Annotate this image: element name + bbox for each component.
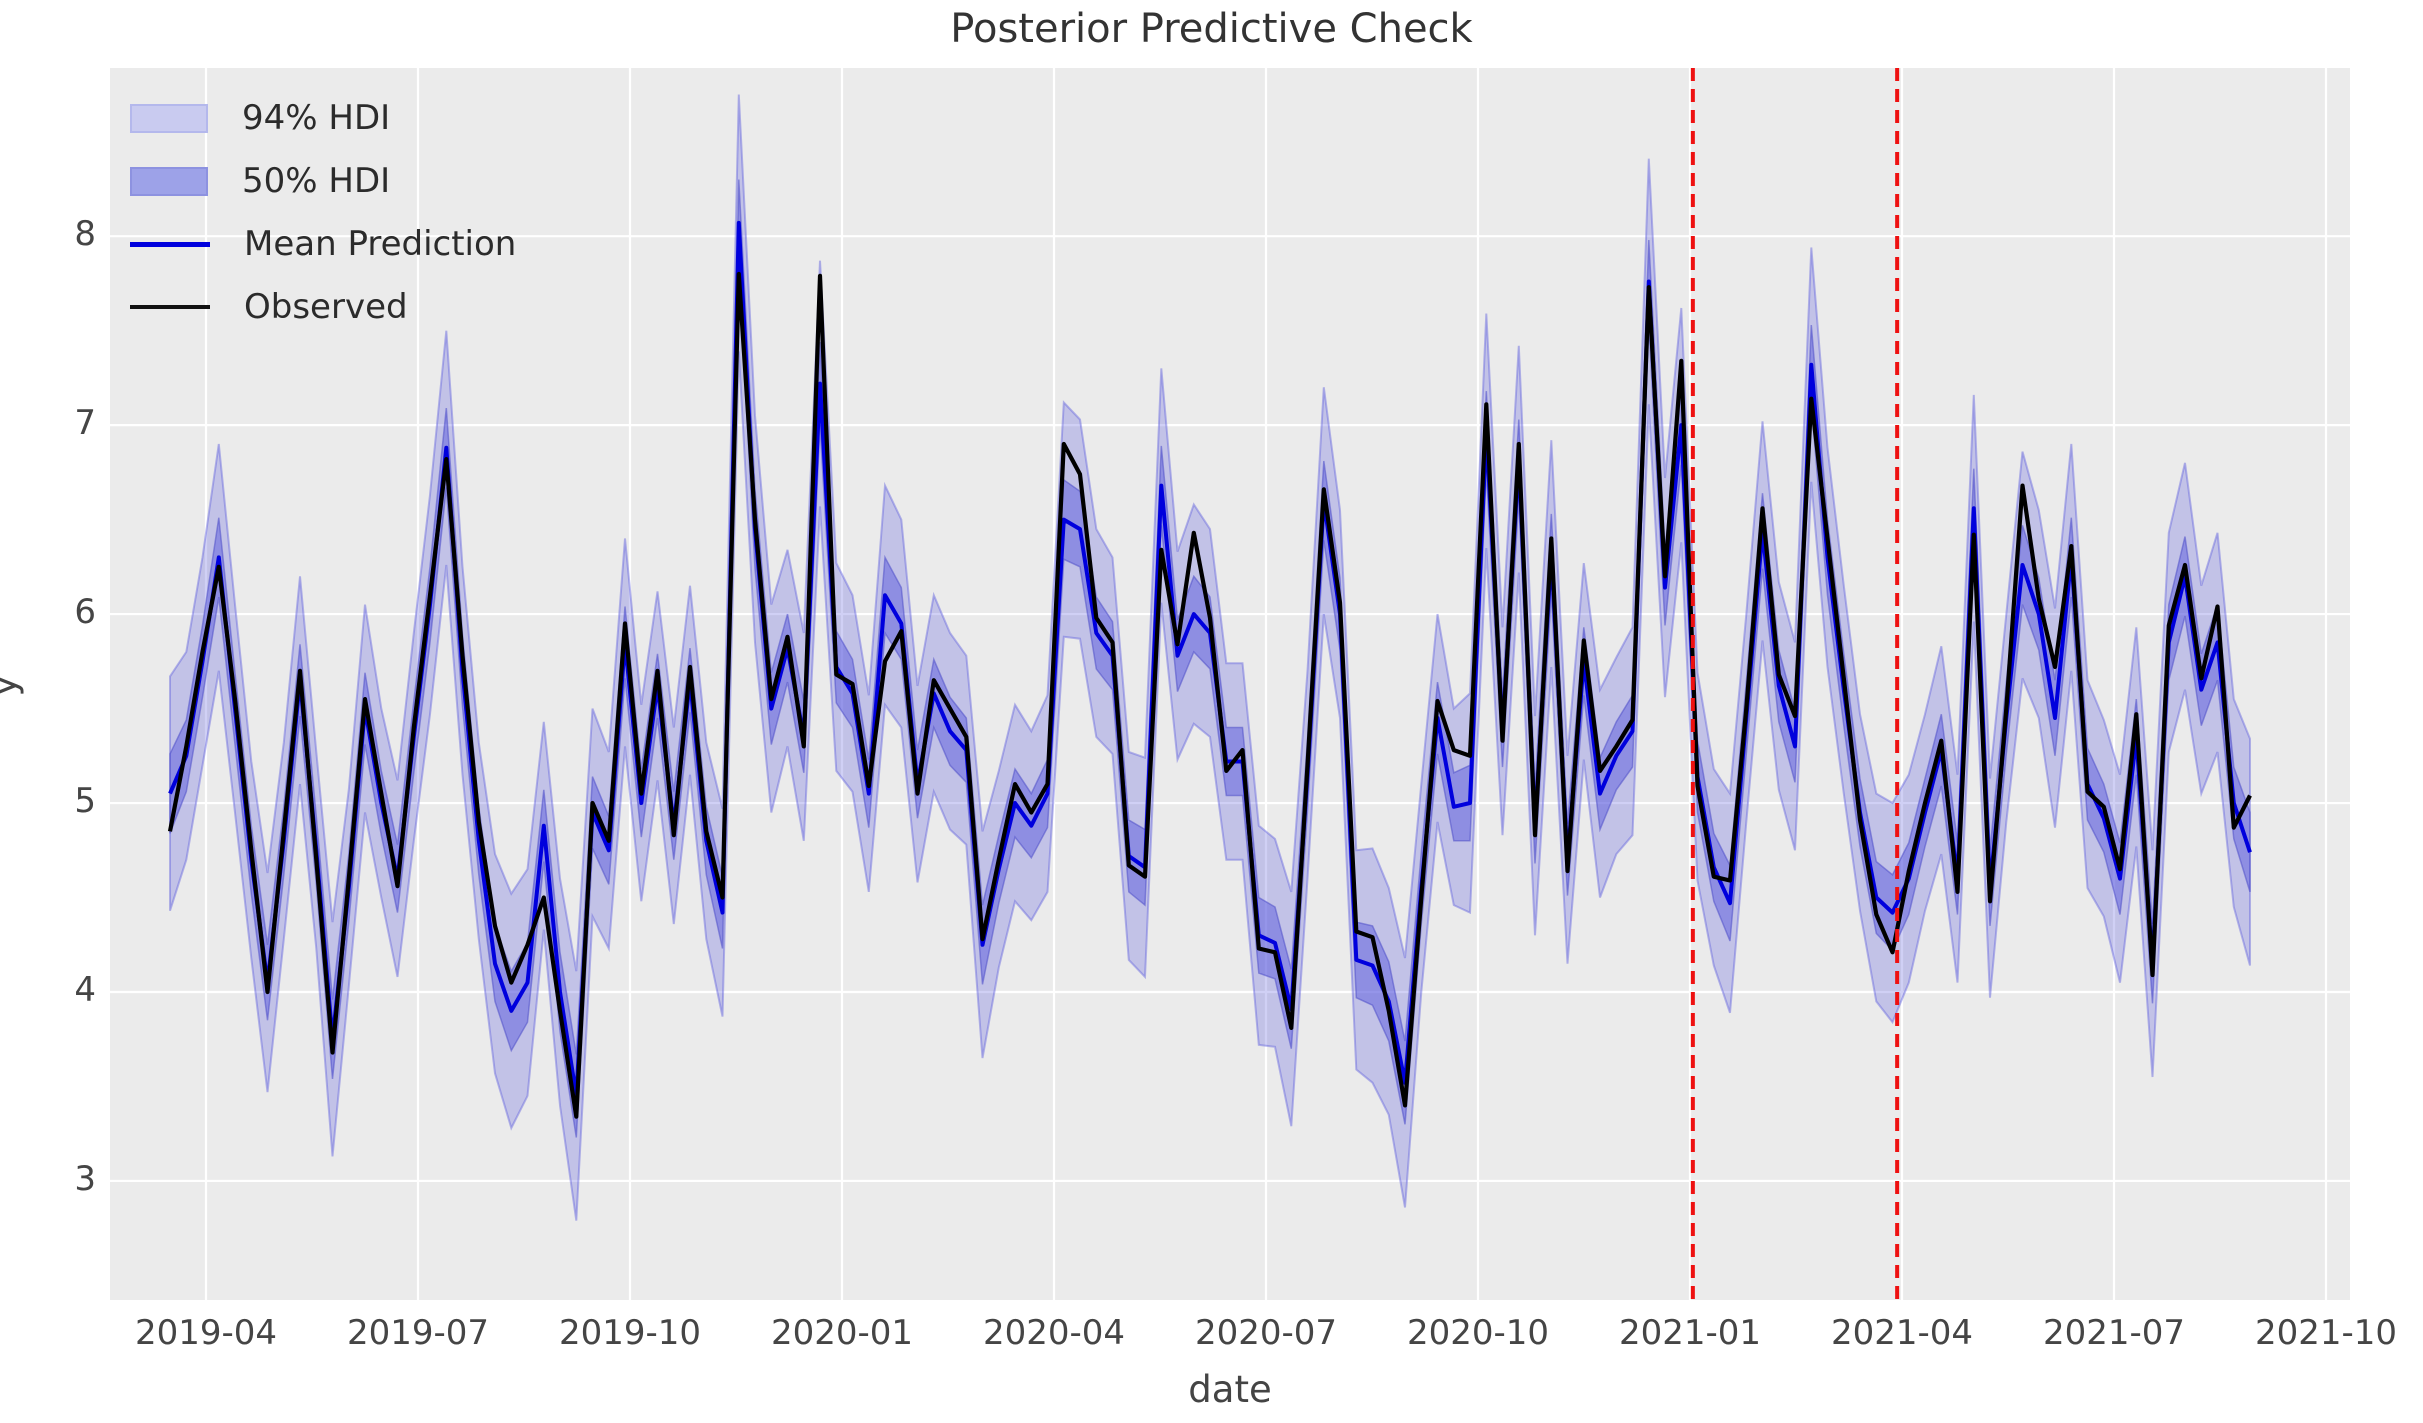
y-tick-label: 3: [74, 1158, 96, 1199]
legend-item-mean-prediction: Mean Prediction: [130, 224, 516, 264]
x-tick-label: 2021-10: [2254, 1313, 2398, 1353]
legend-label: 50% HDI: [242, 161, 391, 201]
x-tick-label: 2019-10: [558, 1313, 702, 1353]
hdi94-swatch-icon: [130, 103, 208, 133]
y-axis-label: y: [0, 675, 24, 697]
mean-line-swatch-icon: [130, 241, 210, 247]
legend: 94% HDI 50% HDI Mean Prediction Observed: [130, 98, 516, 327]
legend-label: 94% HDI: [242, 98, 391, 138]
x-tick-label: 2019-07: [346, 1313, 490, 1353]
y-tick-label: 8: [74, 214, 96, 255]
legend-item-94-hdi: 94% HDI: [130, 98, 516, 138]
y-tick-label: 5: [74, 781, 96, 822]
x-tick-label: 2020-07: [1194, 1313, 1338, 1353]
x-axis-label: date: [1188, 1368, 1272, 1411]
x-tick-label: 2021-07: [2042, 1313, 2186, 1353]
legend-item-50-hdi: 50% HDI: [130, 161, 516, 201]
legend-label: Observed: [244, 287, 408, 327]
x-tick-label: 2021-01: [1618, 1313, 1762, 1353]
x-tick-label: 2019-04: [134, 1313, 278, 1353]
chart-title: Posterior Predictive Check: [950, 6, 1473, 52]
y-tick-label: 4: [74, 970, 96, 1010]
legend-item-observed: Observed: [130, 287, 516, 327]
hdi50-swatch-icon: [130, 166, 208, 196]
observed-line: [167, 271, 2252, 1119]
y-tick-label: 6: [74, 592, 96, 633]
x-tick-label: 2020-01: [770, 1313, 914, 1353]
x-tick-label: 2020-10: [1406, 1313, 1550, 1353]
y-tick-label: 7: [74, 403, 96, 444]
x-tick-label: 2020-04: [982, 1313, 1126, 1353]
plot-area: [110, 68, 2350, 1300]
observed-line-swatch-icon: [130, 305, 210, 309]
x-tick-label: 2021-04: [1830, 1313, 1974, 1353]
legend-label: Mean Prediction: [244, 224, 517, 264]
